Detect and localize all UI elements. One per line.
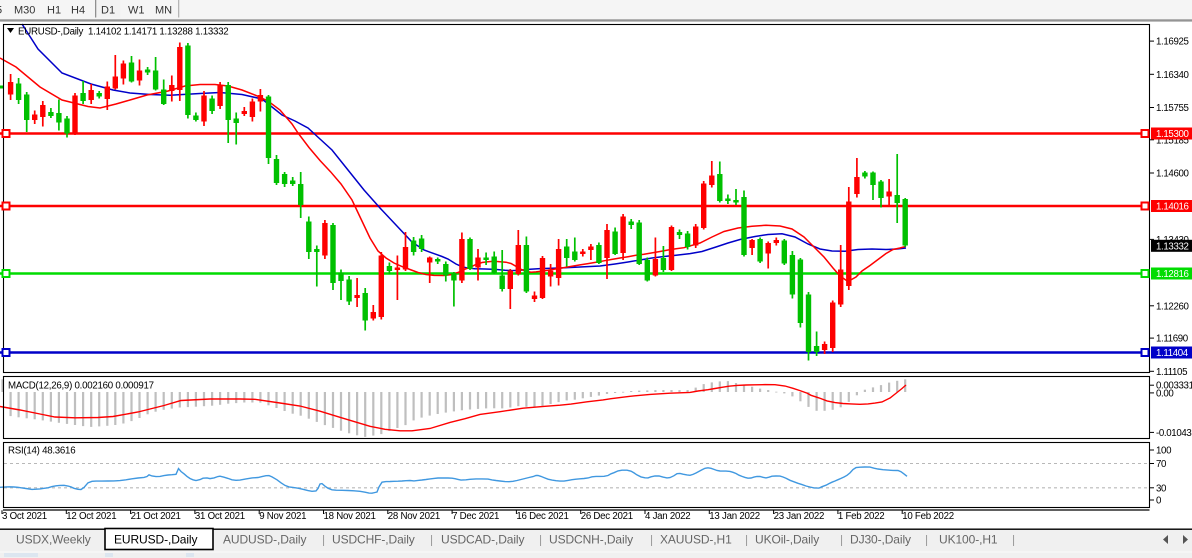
svg-text:1.15755: 1.15755 <box>1156 103 1189 114</box>
svg-text:XAUUSD-,H1: XAUUSD-,H1 <box>660 533 732 547</box>
svg-text:70: 70 <box>1156 459 1167 470</box>
svg-text:W1: W1 <box>128 5 145 17</box>
svg-text:RSI(14) 48.3616: RSI(14) 48.3616 <box>8 446 75 457</box>
svg-text:1.15300: 1.15300 <box>1156 129 1190 140</box>
svg-text:1.13332: 1.13332 <box>1156 241 1189 252</box>
svg-text:DJ30-,Daily: DJ30-,Daily <box>850 533 911 547</box>
svg-text:0.00: 0.00 <box>1156 388 1174 399</box>
svg-text:AUDUSD-,Daily: AUDUSD-,Daily <box>223 533 306 547</box>
svg-text:3 Oct 2021: 3 Oct 2021 <box>2 511 47 522</box>
svg-text:4 Jan 2022: 4 Jan 2022 <box>645 511 690 522</box>
svg-text:H1: H1 <box>47 5 61 17</box>
svg-text:1 Feb 2022: 1 Feb 2022 <box>838 511 885 522</box>
svg-text:18 Nov 2021: 18 Nov 2021 <box>324 511 376 522</box>
svg-text:USDX,Weekly: USDX,Weekly <box>16 533 91 547</box>
svg-text:UKOil-,Daily: UKOil-,Daily <box>755 533 819 547</box>
svg-text:21 Oct 2021: 21 Oct 2021 <box>131 511 181 522</box>
svg-text:1.11690: 1.11690 <box>1156 334 1189 345</box>
svg-text:|: | <box>745 533 748 547</box>
svg-text:MACD(12,26,9) 0.002160 0.00091: MACD(12,26,9) 0.002160 0.000917 <box>8 380 154 391</box>
svg-text:EURUSD-,Daily: EURUSD-,Daily <box>114 533 197 547</box>
svg-text:23 Jan 2022: 23 Jan 2022 <box>774 511 825 522</box>
svg-text:|: | <box>322 533 325 547</box>
svg-text:10 Feb 2022: 10 Feb 2022 <box>902 511 954 522</box>
svg-text:-0.010439: -0.010439 <box>1156 428 1192 439</box>
svg-text:26 Dec 2021: 26 Dec 2021 <box>581 511 633 522</box>
svg-text:EURUSD-,Daily 1.14102 1.14171: EURUSD-,Daily 1.14102 1.14171 1.13288 1.… <box>18 26 228 37</box>
svg-text:|: | <box>1012 533 1015 547</box>
svg-text:USDCAD-,Daily: USDCAD-,Daily <box>441 533 524 547</box>
svg-text:12 Oct 2021: 12 Oct 2021 <box>66 511 116 522</box>
svg-text:16 Dec 2021: 16 Dec 2021 <box>516 511 568 522</box>
svg-text:UK100-,H1: UK100-,H1 <box>939 533 998 547</box>
svg-text:1.11105: 1.11105 <box>1156 367 1187 378</box>
svg-text:100: 100 <box>1156 446 1172 457</box>
svg-text:7 Dec 2021: 7 Dec 2021 <box>452 511 499 522</box>
svg-text:5: 5 <box>0 5 2 17</box>
svg-text:|: | <box>840 533 843 547</box>
svg-text:|: | <box>430 533 433 547</box>
svg-text:1.16340: 1.16340 <box>1156 70 1190 81</box>
svg-text:|: | <box>925 533 928 547</box>
svg-text:USDCHF-,Daily: USDCHF-,Daily <box>332 533 415 547</box>
svg-text:13 Jan 2022: 13 Jan 2022 <box>709 511 760 522</box>
svg-text:0: 0 <box>1156 496 1162 507</box>
svg-text:31 Oct 2021: 31 Oct 2021 <box>195 511 245 522</box>
svg-text:1.12816: 1.12816 <box>1156 269 1189 280</box>
svg-text:0.003331: 0.003331 <box>1156 381 1192 392</box>
svg-text:1.14600: 1.14600 <box>1156 169 1190 180</box>
svg-text:|: | <box>539 533 542 547</box>
svg-text:28 Nov 2021: 28 Nov 2021 <box>388 511 440 522</box>
svg-text:M30: M30 <box>14 5 35 17</box>
svg-text:30: 30 <box>1156 483 1167 494</box>
svg-text:1.11404: 1.11404 <box>1156 348 1189 359</box>
svg-text:9 Nov 2021: 9 Nov 2021 <box>259 511 306 522</box>
svg-text:MN: MN <box>155 5 172 17</box>
svg-text:D1: D1 <box>101 5 115 17</box>
svg-text:USDCNH-,Daily: USDCNH-,Daily <box>549 533 633 547</box>
svg-text:|: | <box>650 533 653 547</box>
svg-text:1.16925: 1.16925 <box>1156 37 1189 48</box>
svg-text:1.15185: 1.15185 <box>1156 135 1189 146</box>
svg-text:1.14016: 1.14016 <box>1156 202 1189 213</box>
svg-text:H4: H4 <box>71 5 85 17</box>
svg-text:1.12260: 1.12260 <box>1156 301 1190 312</box>
